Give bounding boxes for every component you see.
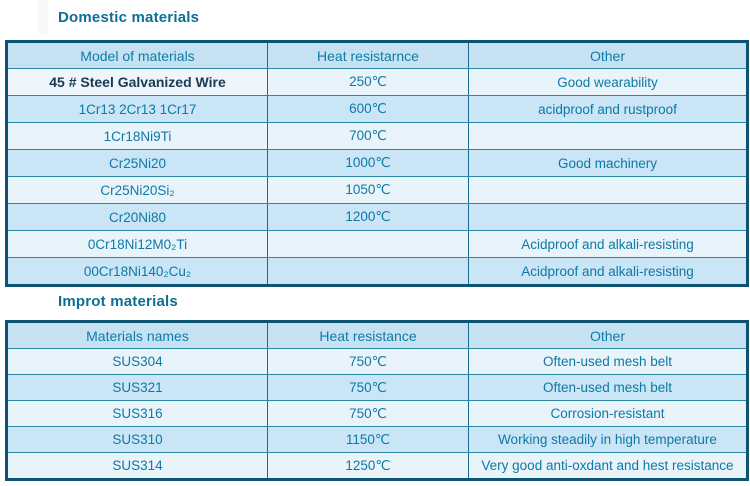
model-cell: SUS310 — [6, 426, 268, 453]
model-cell: 1Cr18Ni9Ti — [6, 122, 268, 150]
table-row: SUS310 1150℃ Working steadily in high te… — [6, 426, 748, 453]
column-header-heat: Heat resistance — [267, 321, 469, 349]
table-row: SUS314 1250℃ Very good anti-oxdant and h… — [6, 452, 748, 480]
heat-cell: 1050℃ — [267, 176, 469, 204]
other-cell: Good machinery — [468, 149, 748, 177]
other-cell: Acidproof and alkali-resisting — [468, 257, 748, 286]
table-row: Cr20Ni80 1200℃ — [6, 203, 748, 231]
other-cell: Often-used mesh belt — [468, 348, 748, 375]
heat-cell — [267, 230, 469, 258]
model-cell: SUS304 — [6, 348, 268, 375]
model-cell: 1Cr13 2Cr13 1Cr17 — [6, 95, 268, 123]
column-header-model: Model of materials — [6, 41, 268, 69]
table-header-row: Materials names Heat resistance Other — [6, 321, 748, 349]
column-header-other: Other — [468, 321, 748, 349]
import-materials-title: Improt materials — [58, 293, 178, 310]
heat-cell: 1000℃ — [267, 149, 469, 177]
other-cell: Very good anti-oxdant and hest resistanc… — [468, 452, 748, 480]
model-cell: 0Cr18Ni12M0₂Ti — [6, 230, 268, 258]
domestic-materials-title: Domestic materials — [58, 9, 200, 26]
heat-cell: 700℃ — [267, 122, 469, 150]
model-cell: SUS316 — [6, 400, 268, 427]
heat-cell: 750℃ — [267, 348, 469, 375]
table-row: Cr25Ni20Si₂ 1050℃ — [6, 176, 748, 204]
heat-cell: 750℃ — [267, 374, 469, 401]
heat-cell: 600℃ — [267, 95, 469, 123]
other-cell: Working steadily in high temperature — [468, 426, 748, 453]
model-cell: SUS321 — [6, 374, 268, 401]
column-header-heat: Heat resistarnce — [267, 41, 469, 69]
model-cell: 00Cr18Ni140₂Cu₂ — [6, 257, 268, 286]
other-cell — [468, 176, 748, 204]
heat-cell: 250℃ — [267, 68, 469, 96]
other-cell: Corrosion-resistant — [468, 400, 748, 427]
heat-cell: 1150℃ — [267, 426, 469, 453]
model-cell: Cr25Ni20Si₂ — [6, 176, 268, 204]
table-row: 0Cr18Ni12M0₂Ti Acidproof and alkali-resi… — [6, 230, 748, 258]
import-materials-table: Materials names Heat resistance Other SU… — [5, 320, 749, 481]
other-cell: Acidproof and alkali-resisting — [468, 230, 748, 258]
other-cell — [468, 203, 748, 231]
table-row: SUS304 750℃ Often-used mesh belt — [6, 348, 748, 375]
other-cell: acidproof and rustproof — [468, 95, 748, 123]
table-header-row: Model of materials Heat resistarnce Othe… — [6, 41, 748, 69]
table-row: 45 # Steel Galvanized Wire 250℃ Good wea… — [6, 68, 748, 96]
other-cell: Often-used mesh belt — [468, 374, 748, 401]
domestic-materials-table: Model of materials Heat resistarnce Othe… — [5, 40, 749, 287]
column-header-other: Other — [468, 41, 748, 69]
heat-cell: 750℃ — [267, 400, 469, 427]
column-header-materials: Materials names — [6, 321, 268, 349]
other-cell: Good wearability — [468, 68, 748, 96]
table-row: SUS321 750℃ Often-used mesh belt — [6, 374, 748, 401]
table-row: 00Cr18Ni140₂Cu₂ Acidproof and alkali-res… — [6, 257, 748, 286]
heat-cell: 1250℃ — [267, 452, 469, 480]
heat-cell — [267, 257, 469, 286]
table-row: SUS316 750℃ Corrosion-resistant — [6, 400, 748, 427]
model-cell: SUS314 — [6, 452, 268, 480]
table-row: 1Cr18Ni9Ti 700℃ — [6, 122, 748, 150]
other-cell — [468, 122, 748, 150]
table-row: 1Cr13 2Cr13 1Cr17 600℃ acidproof and rus… — [6, 95, 748, 123]
model-cell: Cr20Ni80 — [6, 203, 268, 231]
model-cell: Cr25Ni20 — [6, 149, 268, 177]
heat-cell: 1200℃ — [267, 203, 469, 231]
watermark-smudge — [38, 0, 48, 34]
table-row: Cr25Ni20 1000℃ Good machinery — [6, 149, 748, 177]
model-cell: 45 # Steel Galvanized Wire — [6, 68, 268, 96]
